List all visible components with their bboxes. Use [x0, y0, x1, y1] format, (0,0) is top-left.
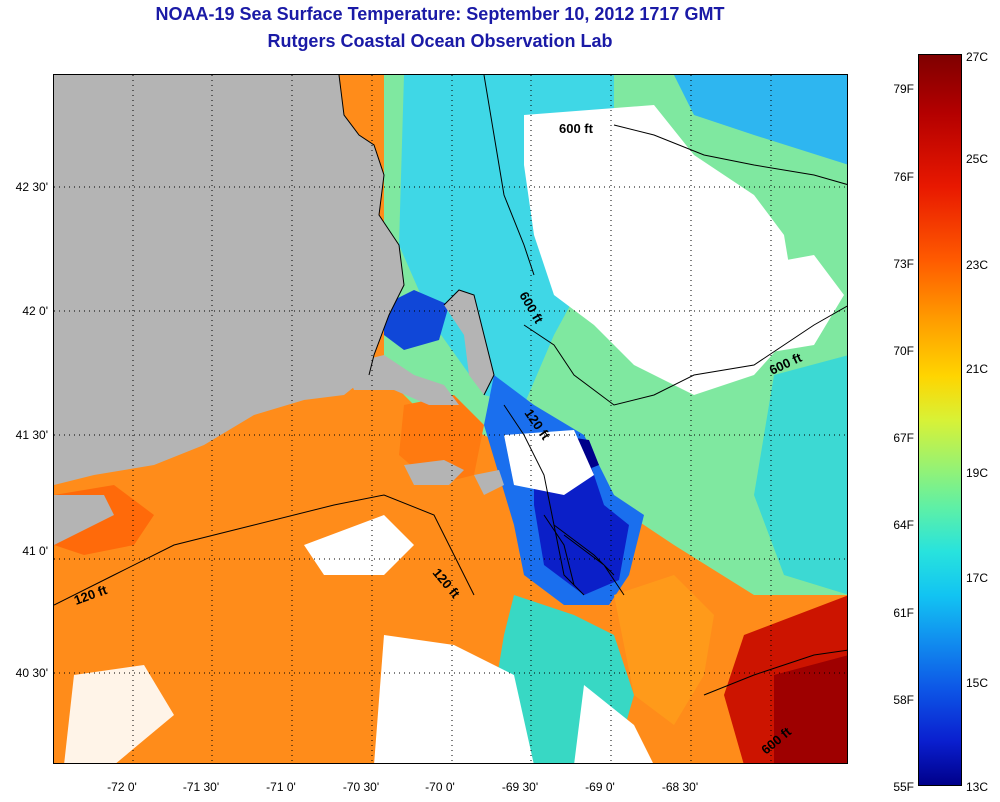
cloud-mask-shoals: [504, 430, 594, 495]
colorbar-f-76: 76F: [893, 170, 914, 184]
cloud-mask-south: [374, 635, 534, 763]
northeast-cool-water: [674, 75, 847, 165]
colorbar-c-15: 15C: [966, 676, 989, 690]
cape-cod-west-land: [344, 355, 459, 405]
lon-label-71-0: -71 0': [266, 780, 296, 794]
lat-label-42-0: 42 0': [22, 304, 48, 318]
coastline: [338, 75, 405, 376]
lon-label-70-0: -70 0': [425, 780, 455, 794]
depth-contour-120-central: [503, 404, 585, 596]
colorbar-c-21: 21C: [966, 362, 989, 376]
southeast-hottest-water: [774, 655, 847, 763]
colorbar-c-17: 17C: [966, 571, 989, 585]
colorbar-f-70: 70F: [893, 344, 914, 358]
depth-contour-120: [54, 494, 475, 606]
map-subtitle: Rutgers Coastal Ocean Observation Lab: [267, 31, 613, 51]
temperature-colorbar: [918, 54, 962, 786]
colorbar-c-25: 25C: [966, 152, 989, 166]
shoal-contours: [543, 514, 625, 596]
contour-label-600-north: 600 ft: [559, 121, 594, 136]
lat-label-40-30: 40 30': [15, 666, 48, 680]
cape-cod-coastline: [443, 289, 495, 396]
colorbar-c-27: 27C: [966, 50, 989, 64]
cloud-mask-northeast: [704, 255, 844, 355]
lon-label-72-0: -72 0': [107, 780, 137, 794]
depth-contour-600-west: [483, 75, 535, 276]
colorbar-c-19: 19C: [966, 466, 989, 480]
colorbar-f-61: 61F: [893, 606, 914, 620]
colorbar-c-23: 23C: [966, 258, 989, 272]
depth-contour-600-central: [523, 305, 847, 406]
depth-contour-600-north: [613, 124, 847, 185]
lon-label-70-30: -70 30': [342, 780, 380, 794]
lon-label-71-30: -71 30': [182, 780, 220, 794]
lon-label-69-0: -69 0': [585, 780, 615, 794]
new-england-land: [54, 75, 404, 485]
cape-cod-bay-cold-pool: [384, 290, 449, 350]
depth-contour-600-southeast: [703, 649, 847, 696]
map-title: NOAA-19 Sea Surface Temperature: Septemb…: [155, 4, 725, 24]
colorbar-f-55: 55F: [893, 780, 914, 794]
colorbar-f-73: 73F: [893, 257, 914, 271]
lon-label-68-30: -68 30': [661, 780, 699, 794]
lat-label-41-30: 41 30': [15, 428, 48, 442]
east-cool-water: [754, 355, 847, 595]
cloud-mask-coastal: [304, 515, 414, 575]
colorbar-c-13: 13C: [966, 780, 989, 794]
cape-cod-arm-land: [444, 290, 494, 395]
marthas-vineyard-land: [404, 460, 464, 485]
colorbar-f-79: 79F: [893, 82, 914, 96]
colorbar-f-67: 67F: [893, 431, 914, 445]
sst-map: 600 ft 600 ft 600 ft 120 ft 120 ft 120 f…: [53, 74, 848, 764]
nantucket-land: [474, 470, 504, 495]
cloud-mask-north: [524, 105, 799, 395]
lat-label-41-0: 41 0': [22, 544, 48, 558]
lon-label-69-30: -69 30': [501, 780, 539, 794]
cloud-mask-southwest: [64, 665, 174, 763]
south-warm-filament: [614, 575, 714, 725]
colorbar-f-58: 58F: [893, 693, 914, 707]
sst-map-canvas: 600 ft 600 ft 600 ft 120 ft 120 ft 120 f…: [54, 75, 847, 763]
graticule: [54, 75, 847, 763]
colorbar-f-64: 64F: [893, 518, 914, 532]
lat-label-42-30: 42 30': [15, 180, 48, 194]
long-island-land: [54, 495, 114, 545]
nantucket-sound-warm-water: [399, 395, 484, 485]
cloud-mask-south-central: [574, 685, 653, 763]
